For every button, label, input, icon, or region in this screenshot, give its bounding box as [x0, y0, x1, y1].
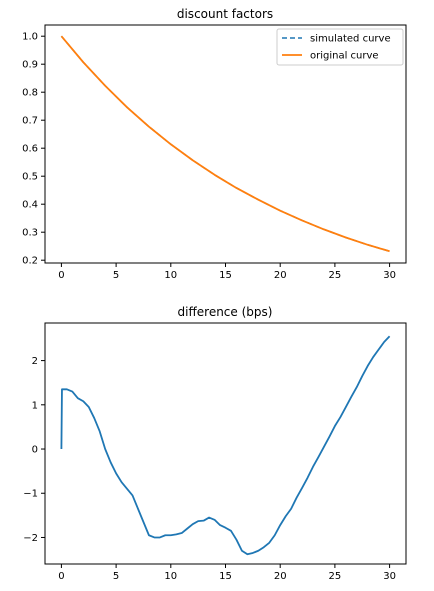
x-tick-label: 20 [274, 270, 287, 281]
y-tick-label: 0.8 [22, 88, 38, 99]
x-tick-label: 30 [383, 270, 396, 281]
y-tick-label: 0.2 [22, 256, 38, 267]
y-tick-label: 1 [32, 400, 38, 411]
y-tick-label: 0.4 [22, 200, 38, 211]
x-tick-label: 5 [113, 270, 119, 281]
series-line-0 [60, 335, 391, 556]
x-tick-label: 5 [113, 571, 119, 582]
legend-label-simulated: simulated curve [310, 34, 391, 45]
x-tick-label: 0 [58, 270, 64, 281]
chart-title: discount factors [177, 7, 273, 21]
axes-ticks: 0 5 10 15 20 25 30 0.2 0.3 0.4 0.5 0.6 0.7 0.8 0.9 1.0 [22, 32, 396, 281]
x-tick-label: 15 [219, 270, 232, 281]
y-tick-label: 0.6 [22, 144, 38, 155]
x-tick-label: 30 [383, 571, 396, 582]
y-tick-label: 0 [32, 445, 38, 456]
y-tick-label: −1 [23, 489, 38, 500]
y-tick-label: 2 [32, 356, 38, 367]
legend: simulated curve original curve [276, 28, 404, 66]
discount-factors-panel: discount factors 0 5 10 15 20 25 30 0.2 0.3 0.4 0.… [22, 7, 407, 281]
x-tick-label: 10 [164, 270, 177, 281]
series-group [60, 335, 391, 556]
y-tick-label: 1.0 [22, 32, 38, 43]
axes-ticks: 0 5 10 15 20 25 30 −2 −1 0 1 2 [23, 356, 396, 582]
series-line-0 [60, 35, 390, 252]
legend-label-original: original curve [310, 51, 379, 62]
y-tick-label: −2 [23, 533, 38, 544]
y-tick-label: 0.9 [22, 60, 38, 71]
y-tick-label: 0.5 [22, 172, 38, 183]
chart-title: difference (bps) [178, 305, 273, 319]
series-line-1 [60, 35, 390, 253]
difference-panel: difference (bps) 0 5 10 15 20 25 30 −2 −1 0 1 2 [23, 305, 407, 582]
x-tick-label: 10 [164, 571, 177, 582]
x-tick-label: 25 [329, 571, 342, 582]
x-tick-label: 20 [274, 571, 287, 582]
legend-box [276, 28, 404, 66]
series-group [60, 35, 390, 253]
y-tick-label: 0.7 [22, 116, 38, 127]
x-tick-label: 25 [329, 270, 342, 281]
y-tick-label: 0.3 [22, 228, 38, 239]
x-tick-label: 0 [58, 571, 64, 582]
x-tick-label: 15 [219, 571, 232, 582]
